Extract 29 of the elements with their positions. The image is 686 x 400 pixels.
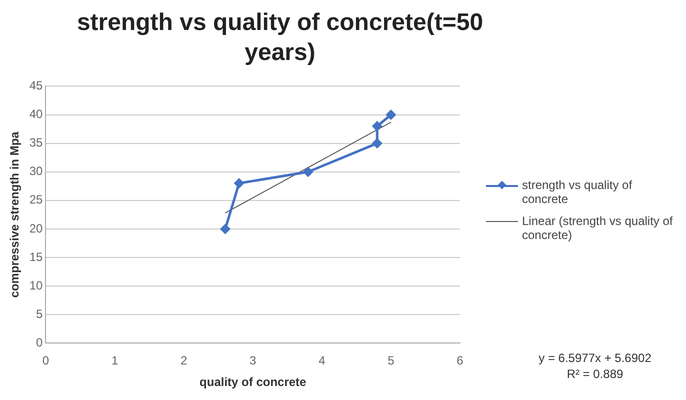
chart-title: strength vs quality of concrete(t=50 years) [76, 8, 484, 68]
x-tick-label: 5 [388, 354, 395, 368]
y-tick-label: 5 [36, 306, 44, 321]
x-tick-label: 3 [250, 354, 257, 368]
point [372, 121, 382, 131]
x-tick-label: 6 [456, 354, 464, 368]
point [386, 110, 396, 120]
y-tick-label: 15 [29, 250, 44, 264]
legend-label: Linear (strength vs quality of concrete) [522, 214, 674, 242]
y-tick-label: 20 [29, 221, 44, 236]
text: y = 6.5977x + 5.6902 [538, 350, 652, 366]
y-tick-label: 0 [36, 336, 44, 350]
y-tick-label: 45 [29, 78, 44, 93]
x-tick-label: 4 [318, 354, 326, 368]
y-tick-label: 30 [29, 164, 44, 178]
point [303, 167, 313, 177]
y-tick-label: 25 [29, 192, 44, 207]
point [234, 178, 244, 188]
y-tick-label: 10 [29, 278, 44, 292]
x-tick-label: 2 [180, 354, 188, 368]
text: R² = 0.889 [566, 366, 624, 382]
y-tick-label: 40 [29, 107, 44, 122]
point [372, 138, 382, 148]
x-tick-label: 1 [111, 354, 118, 368]
point [220, 224, 230, 234]
legend-label: strength vs quality of concrete [522, 178, 634, 206]
y-axis-title: compressive strength in Mpa [8, 131, 22, 298]
y-tick-label: 35 [29, 136, 44, 150]
x-axis-title: quality of concrete [200, 375, 307, 390]
